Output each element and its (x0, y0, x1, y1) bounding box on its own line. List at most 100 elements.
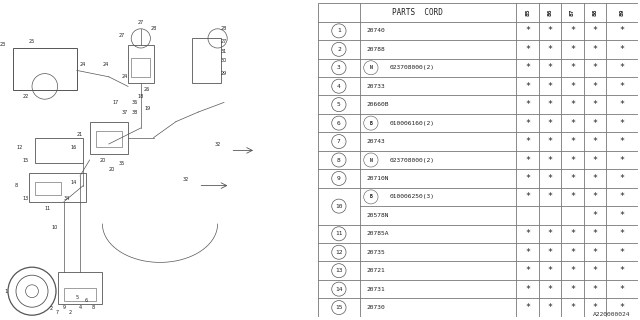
Bar (35, 138, 83, 163)
Text: 24: 24 (122, 74, 128, 79)
Text: *: * (525, 266, 530, 275)
Text: *: * (525, 45, 530, 54)
Text: *: * (548, 137, 552, 146)
Bar (90, 122, 128, 154)
Text: *: * (620, 303, 625, 312)
Text: 010006250(3): 010006250(3) (390, 194, 435, 199)
Text: 11: 11 (335, 231, 342, 236)
Bar (58, 272, 102, 304)
Text: 5: 5 (76, 295, 78, 300)
Text: 023708000(2): 023708000(2) (390, 157, 435, 163)
Text: 2: 2 (50, 306, 52, 311)
Text: *: * (570, 119, 575, 128)
Text: *: * (570, 192, 575, 201)
Text: 8: 8 (92, 305, 94, 310)
Text: *: * (593, 45, 597, 54)
Text: 20: 20 (109, 167, 115, 172)
Text: 28: 28 (221, 26, 227, 31)
Text: 20733: 20733 (366, 84, 385, 89)
Text: 20735: 20735 (366, 250, 385, 255)
Text: *: * (525, 229, 530, 238)
Text: 010006160(2): 010006160(2) (390, 121, 435, 126)
Text: B: B (369, 194, 372, 199)
Text: 13: 13 (22, 196, 29, 201)
Text: 11: 11 (45, 205, 51, 211)
Text: *: * (620, 248, 625, 257)
Text: 2: 2 (69, 309, 72, 315)
Text: 34: 34 (64, 196, 70, 201)
Text: 5: 5 (337, 102, 340, 107)
Text: *: * (620, 174, 625, 183)
Text: 27: 27 (221, 39, 227, 44)
Text: *: * (570, 229, 575, 238)
Text: 25: 25 (29, 39, 35, 44)
Text: *: * (548, 26, 552, 36)
Text: *: * (593, 248, 597, 257)
Bar (29, 173, 86, 202)
Text: 9: 9 (337, 176, 340, 181)
Text: *: * (548, 119, 552, 128)
Text: *: * (570, 156, 575, 164)
Text: 20743: 20743 (366, 139, 385, 144)
Text: *: * (593, 266, 597, 275)
Text: 2: 2 (337, 47, 340, 52)
Text: *: * (620, 229, 625, 238)
Text: *: * (570, 284, 575, 294)
Text: 31: 31 (221, 49, 227, 54)
Text: 27: 27 (118, 33, 125, 38)
Text: *: * (548, 45, 552, 54)
Text: *: * (620, 82, 625, 91)
Text: 36: 36 (131, 100, 138, 105)
Text: 24: 24 (102, 61, 109, 67)
Text: 4: 4 (79, 305, 81, 310)
Text: *: * (593, 119, 597, 128)
Text: *: * (570, 266, 575, 275)
Text: 29: 29 (221, 71, 227, 76)
Text: 1: 1 (337, 28, 340, 33)
Bar (128, 45, 154, 83)
Text: *: * (570, 63, 575, 72)
Text: 85: 85 (525, 9, 530, 16)
Text: *: * (620, 156, 625, 164)
Text: 7: 7 (337, 139, 340, 144)
Text: *: * (593, 137, 597, 146)
Text: 4: 4 (337, 84, 340, 89)
Text: *: * (570, 82, 575, 91)
Text: 20785A: 20785A (366, 231, 388, 236)
Text: 12: 12 (16, 145, 22, 150)
Text: *: * (548, 266, 552, 275)
Text: *: * (525, 137, 530, 146)
Text: *: * (620, 100, 625, 109)
Text: 13: 13 (335, 268, 342, 273)
Text: *: * (548, 229, 552, 238)
Text: *: * (548, 82, 552, 91)
Text: A220000024: A220000024 (593, 312, 630, 317)
Text: *: * (548, 174, 552, 183)
Text: *: * (593, 229, 597, 238)
Text: *: * (548, 156, 552, 164)
Text: 20721: 20721 (366, 268, 385, 273)
Text: *: * (593, 82, 597, 91)
Text: 1: 1 (4, 289, 8, 294)
Text: 32: 32 (214, 141, 221, 147)
Text: *: * (570, 174, 575, 183)
Bar (35, 182, 61, 195)
Text: *: * (620, 284, 625, 294)
Text: 20660B: 20660B (366, 102, 388, 107)
Text: *: * (525, 284, 530, 294)
Text: 86: 86 (548, 9, 552, 16)
Text: 12: 12 (335, 250, 342, 255)
Text: *: * (525, 26, 530, 36)
Text: 14: 14 (335, 287, 342, 292)
Text: *: * (525, 174, 530, 183)
Text: *: * (593, 192, 597, 201)
Text: *: * (570, 26, 575, 36)
Text: 88: 88 (593, 9, 597, 16)
Text: *: * (593, 156, 597, 164)
Text: 37: 37 (122, 109, 128, 115)
Text: 023708000(2): 023708000(2) (390, 65, 435, 70)
Text: *: * (593, 284, 597, 294)
Bar (96, 131, 122, 147)
Bar (64, 288, 96, 301)
Text: 16: 16 (70, 145, 77, 150)
